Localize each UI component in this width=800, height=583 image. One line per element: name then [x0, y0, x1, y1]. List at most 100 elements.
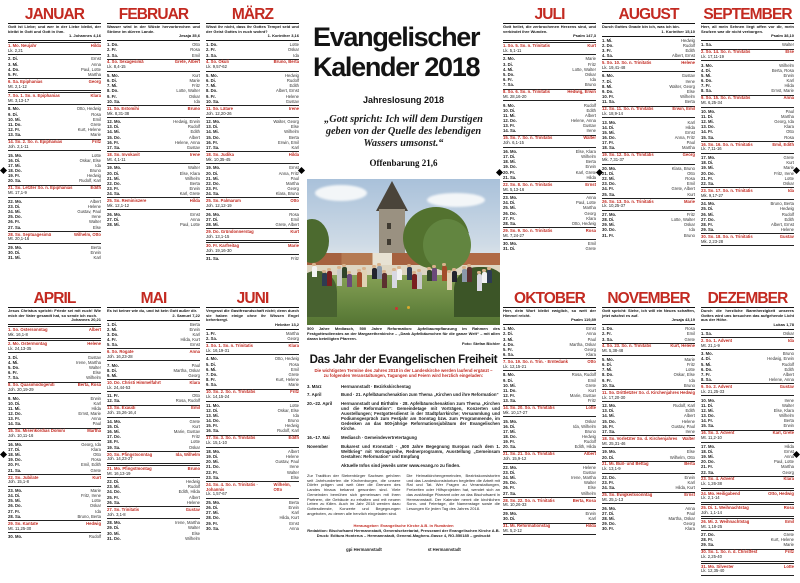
nameday-label: Albert, Ernst [770, 221, 794, 227]
day-row: 11. Do. Kurt [503, 388, 596, 393]
nameday-label: Gustav, Paul [77, 209, 101, 215]
day-label: 5. Fr. [503, 346, 513, 352]
day-row: 12. Sa. Rosa, Rudolf [107, 398, 200, 403]
day-label: 5. Mi. [701, 72, 712, 78]
day-label: 27. Di. [107, 216, 120, 222]
nameday-label: Anna [784, 454, 794, 460]
person-body [431, 268, 437, 282]
special-day-name: 18. So. Judika Hilda [206, 152, 299, 158]
day-row: 3. Fr. Edith [602, 48, 695, 53]
event-text: Hermannstadt · Bezirkskirchentag [341, 383, 411, 389]
special-day-name: 24. Mo. Heiligabend Otto, Hedwig [701, 491, 794, 497]
special-day-label: 28. So. Septuagesimä [8, 231, 52, 237]
sunday-row: 11. So. Lätare Irene Joh. 12,20-26 [206, 105, 299, 118]
nameday-label: Else [290, 474, 299, 480]
special-day-right: Albert [583, 451, 596, 457]
nameday-label: Marie [90, 488, 101, 493]
person-body [336, 269, 342, 287]
event-row: 3. März Hermannstadt · Bezirkskirchentag [307, 384, 500, 389]
sunday-row: 3. So. 1. So. n. Trinitatis Klara Lk. 16,1… [206, 342, 299, 356]
day-label: 20. Mo. [602, 165, 617, 171]
day-label: 4. Mi. [8, 359, 19, 365]
day-label: 8. Fr. [206, 377, 216, 383]
day-label: 20. Do. [701, 170, 715, 176]
day-row: 23. Di. Gustav [503, 470, 596, 475]
day-row: 4. Fr. Hilda, Kurt [107, 337, 200, 342]
nameday-label: Marie [90, 132, 101, 138]
nameday-label: Martha [285, 180, 299, 186]
nameday-label: Erwin [783, 423, 794, 429]
day-label: 24. Di. [503, 200, 516, 206]
day-row: 19. Do. Erwin [503, 164, 596, 169]
reading-reference: Lk. 24,44-53 [107, 384, 131, 390]
day-label: 30. Mo. [503, 241, 518, 247]
nameday-label: Else [587, 485, 596, 491]
special-day-label: 6. Sa. Epiphanias [8, 78, 43, 84]
day-label: 26. Di. [206, 505, 219, 511]
day-row: 4. Do. Paul, Lotte [8, 67, 101, 72]
day-row: 14. Mi. Wilhelm [206, 129, 299, 134]
day-row: 15. Sa. Rosa [701, 135, 794, 140]
day-label: 13. Do. [701, 124, 715, 130]
nameday-label: Karl, Grete [179, 191, 200, 197]
day-label: 18. Sa. [602, 145, 616, 151]
event-text: Bund · 21. Apfelbäumchenaktion zum Thema… [341, 392, 499, 398]
day-row: 5. Fr. Georg [503, 347, 596, 352]
nameday-label: Helene [285, 93, 299, 99]
day-label: 24. Mi. [503, 475, 516, 481]
day-row: 6. Fr. Else [8, 370, 101, 375]
nameday-label: Walter [287, 469, 299, 475]
special-day-name: 25. So. Reminiszere Hilda [107, 198, 200, 204]
nameday-label: Else [92, 224, 101, 230]
month-title: JULI [534, 6, 566, 23]
imprint-block: Herausgeber: Evangelische Kirche A.B. in… [307, 523, 500, 538]
special-day-name: 29. Do. Gründonnerstag Kurt [206, 229, 299, 235]
day-row: 6. Fr. Ida [503, 77, 596, 82]
day-label: 27. Di. [206, 216, 219, 222]
reading-reference: Joh. 14,23-27 [107, 456, 133, 462]
sunday-row: 19. So. 12. So. n. Trinitatis Georg Mk. 7,… [602, 151, 695, 165]
day-label: 23. Mo. [503, 195, 518, 201]
nameday-label: Paul [785, 108, 794, 114]
nameday-label: Walter [782, 402, 794, 408]
special-day-reading: Mt. 21,1-9 [701, 343, 794, 349]
month-days: 1. Sa. Oskar 2. So. 1. Advent Ida Mt. 21,1-9… [701, 331, 794, 576]
day-label: 21. Do. [206, 464, 220, 470]
sunday-row: 30. So. 1. So. n. d. Christfest Fritz Lk. … [701, 548, 794, 562]
day-row: 13. Do. Klara [701, 124, 794, 129]
special-day-reading: Mt. 11,2-10 [701, 436, 794, 441]
day-row: 19. Mi. Anna [701, 454, 794, 459]
nameday-label: Anna [685, 505, 695, 511]
day-label: 7. Fr. [701, 83, 711, 89]
special-day-name: 10. Do. Christi Himmelfahrt Klara [107, 380, 200, 386]
special-day-name: 26. Mi. 2. Weihnachtstag Emil [701, 519, 794, 525]
event-row: 7. April Bund · 21. Apfelbäumchenaktion z… [307, 392, 500, 397]
day-row: 31. Di. Grete [503, 246, 596, 251]
nameday-label: Martha [780, 113, 794, 119]
nameday-label: Lotte [91, 152, 101, 158]
nameday-label: Fritz, Irene [80, 493, 101, 499]
day-label: 11. Mi. [8, 405, 21, 411]
day-row: 24. Di. Fritz, Irene [8, 493, 101, 498]
event-row: 20.–22. April Hermannstadt und Birthälm ·… [307, 401, 500, 432]
month-verse-ref: Johannes 20,21 [8, 318, 101, 326]
day-row: 27. Sa. Wilhelm [503, 491, 596, 496]
nameday-label: Marie, Gustav [569, 393, 596, 399]
nameday-label: Oskar [584, 71, 596, 77]
person-body [346, 274, 352, 288]
special-day-label: 7. So. 1. So. n. Epiphanias [8, 92, 60, 98]
holiday-row: 6. Sa. Epiphanias Georg Mt. 2,1-12 [8, 78, 101, 92]
reading-reference: Lk. 5,1-11 [503, 47, 522, 53]
day-label: 19. Mo. [107, 165, 122, 171]
day-row: 3. Di. Gustav [8, 355, 101, 360]
day-row: 10. Sa. Gustav [206, 99, 299, 104]
nameday-label: Irene, Martha [175, 520, 200, 526]
day-row: 25. Do. Irene [8, 214, 101, 219]
day-row: 3. Di. Fritz [503, 62, 596, 67]
day-label: 6. Di. [206, 78, 217, 84]
day-row: 28. Mi. Grete, Albert [206, 222, 299, 227]
month-title: JANUAR [24, 6, 85, 23]
nameday-label: Georg [287, 336, 299, 342]
nameday-label: Ernst [190, 211, 200, 217]
day-label: 9. Do. [602, 88, 614, 94]
